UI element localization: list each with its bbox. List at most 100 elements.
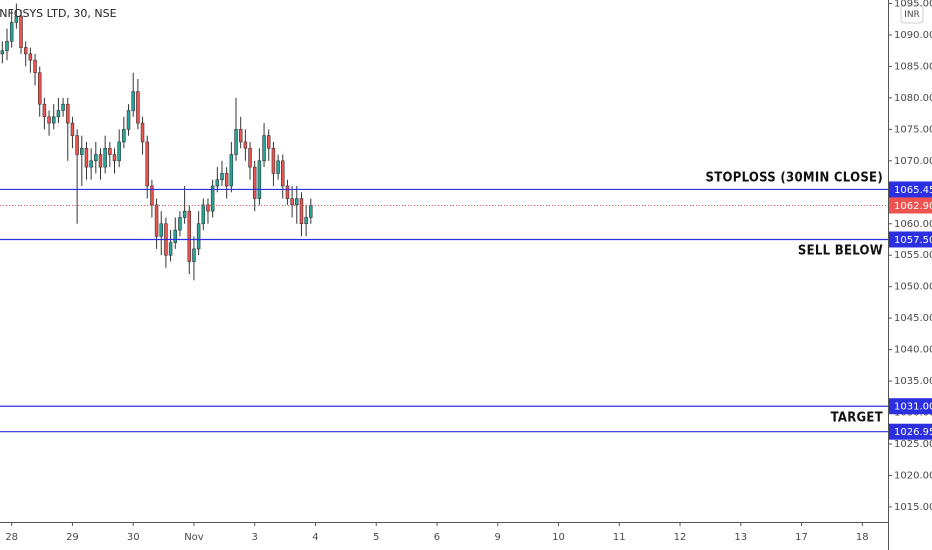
y-tick-label: 1045.00 xyxy=(894,313,932,324)
x-tick-label: 17 xyxy=(795,532,808,543)
x-tick-label: 10 xyxy=(552,532,565,543)
x-tick-label: 6 xyxy=(434,532,440,543)
candle-body xyxy=(224,173,229,187)
last-price-box xyxy=(889,197,932,214)
candle-body xyxy=(145,141,149,187)
candle-body xyxy=(206,204,210,212)
candle-body xyxy=(84,147,89,168)
x-tick-label: 30 xyxy=(127,532,140,543)
candle-body xyxy=(299,198,304,225)
candle-body xyxy=(75,135,79,155)
candle-body xyxy=(243,141,248,149)
candle-body xyxy=(56,110,61,118)
candle-body xyxy=(140,122,145,143)
candle-body xyxy=(42,103,47,118)
candle-body xyxy=(159,223,163,237)
candle-body xyxy=(281,160,285,187)
candle-body xyxy=(257,160,262,199)
candle-body xyxy=(61,103,65,111)
y-tick-label: 1060.00 xyxy=(894,219,932,230)
candle-body xyxy=(136,91,140,124)
candle-body xyxy=(220,173,224,181)
level-box xyxy=(889,423,932,440)
candle-body xyxy=(94,154,98,162)
candle-body xyxy=(276,160,280,174)
candle-body xyxy=(19,15,23,48)
candle-body xyxy=(238,129,243,143)
currency-badge[interactable] xyxy=(900,4,924,24)
x-tick-label: 12 xyxy=(674,532,687,543)
candle-body xyxy=(187,210,192,262)
chart-title: INFOSYS LTD, 30, NSE xyxy=(0,7,117,20)
candle-body xyxy=(295,198,299,206)
y-tick-label: 1025.00 xyxy=(894,439,932,450)
level-label: 1031.00 xyxy=(894,402,932,413)
candle-body xyxy=(154,204,159,237)
candle-body xyxy=(285,185,290,199)
plot-area xyxy=(0,3,313,281)
candle-body xyxy=(112,154,117,162)
candle-body xyxy=(131,91,135,111)
candle-body xyxy=(23,47,28,55)
x-tick-label: 11 xyxy=(613,532,626,543)
candle-body xyxy=(14,15,19,23)
y-tick-label: 1075.00 xyxy=(894,124,932,135)
candle-body xyxy=(150,185,154,206)
x-tick-label: 29 xyxy=(66,532,79,543)
annotation: SELL BELOW xyxy=(798,244,883,259)
x-tick-label: 4 xyxy=(312,532,318,543)
candle-body xyxy=(234,129,238,155)
candle-body xyxy=(108,147,112,155)
y-tick-label: 1080.00 xyxy=(894,93,932,104)
level-label: 1026.95 xyxy=(894,427,932,438)
y-tick-label: 1055.00 xyxy=(894,250,932,261)
candle-body xyxy=(173,229,178,243)
annotation: STOPLOSS (30MIN CLOSE) xyxy=(705,171,883,186)
candle-body xyxy=(178,217,182,231)
candle-body xyxy=(309,205,313,218)
candle-body xyxy=(47,116,51,124)
candle-body xyxy=(290,198,294,206)
candle-body xyxy=(182,210,187,218)
candle-body xyxy=(103,147,107,168)
level-box xyxy=(889,231,932,248)
y-tick-label: 1020.00 xyxy=(894,470,932,481)
candle-body xyxy=(210,185,215,212)
x-tick-label: Nov xyxy=(184,532,204,543)
y-tick-label: 1095.00 xyxy=(894,0,932,10)
candle-body xyxy=(201,204,206,225)
y-tick-label: 1090.00 xyxy=(894,30,932,41)
currency-label[interactable]: INR xyxy=(904,10,920,20)
candle-body xyxy=(252,166,257,199)
last-price-label: 1062.90 xyxy=(894,201,932,212)
candle-body xyxy=(51,116,56,124)
level-label: 1057.50 xyxy=(894,235,932,246)
candle-body xyxy=(33,59,37,74)
candle-body xyxy=(248,147,252,168)
level-box xyxy=(889,181,932,198)
y-tick-label: 1035.00 xyxy=(894,376,932,387)
candle-body xyxy=(28,53,33,61)
candle-body xyxy=(271,147,276,174)
candle-body xyxy=(192,248,196,262)
level-label: 1065.45 xyxy=(894,185,932,196)
candle-body xyxy=(5,40,9,52)
candle-body xyxy=(262,135,266,162)
candle-body xyxy=(98,154,103,168)
candle-body xyxy=(196,223,201,250)
x-tick-label: 5 xyxy=(373,532,379,543)
candle-body xyxy=(80,147,84,155)
level-box xyxy=(889,398,932,415)
y-tick-label: 1015.00 xyxy=(894,502,932,513)
x-tick-label: 13 xyxy=(734,532,747,543)
candle-body xyxy=(215,179,220,187)
candle-body xyxy=(266,135,271,149)
candle-body xyxy=(37,72,42,105)
candle-body xyxy=(229,154,234,187)
candle-body xyxy=(117,141,121,162)
y-tick-label: 1070.00 xyxy=(894,156,932,167)
candle-body xyxy=(66,103,70,124)
candle-body xyxy=(9,22,14,42)
